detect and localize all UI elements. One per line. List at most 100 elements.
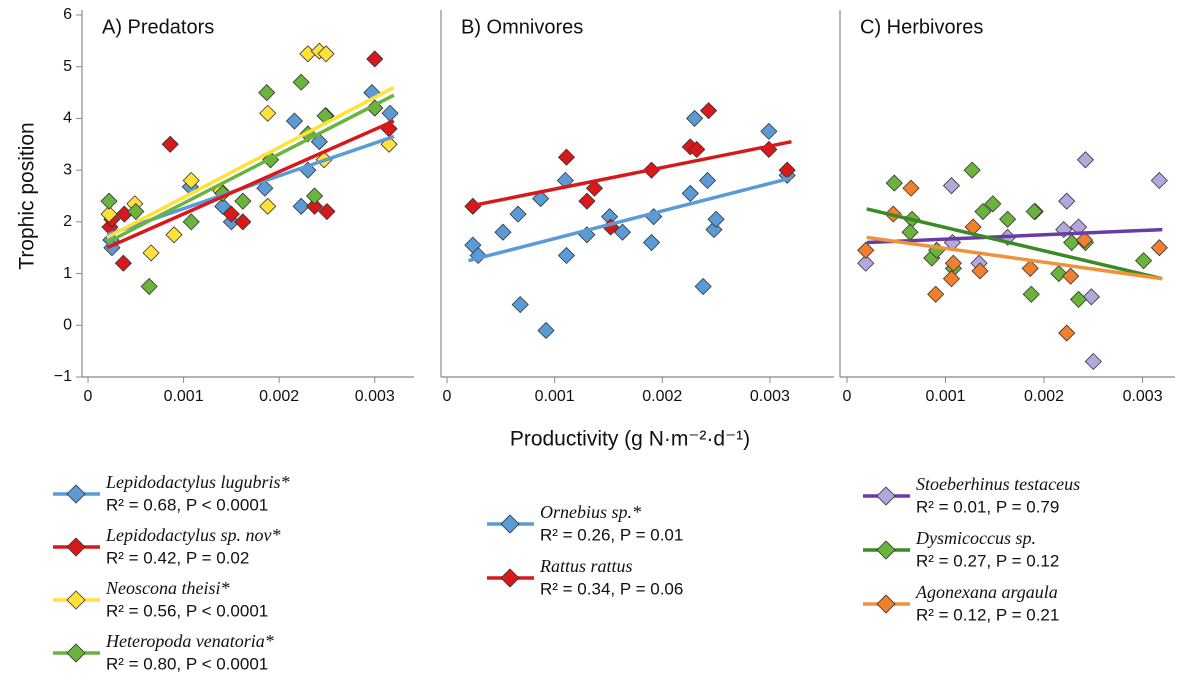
point — [681, 184, 699, 202]
point — [511, 296, 529, 314]
point — [1082, 288, 1100, 306]
point — [1062, 267, 1080, 285]
legend-name: Lepidodactylus lugubris* — [105, 472, 290, 492]
point — [942, 177, 961, 195]
legend-stats: R² = 0.80, P < 0.0001 — [106, 654, 268, 673]
point — [127, 202, 145, 221]
point — [944, 254, 962, 272]
x-tick-label: 0 — [84, 388, 93, 405]
point — [140, 277, 158, 296]
legend-name: Heteropoda venatoria* — [105, 631, 274, 651]
point — [222, 205, 240, 223]
x-tick-label: 0.002 — [1024, 388, 1064, 405]
legend-stats: R² = 0.56, P < 0.0001 — [106, 601, 268, 620]
legend-marker — [500, 568, 520, 588]
legend-marker — [66, 643, 86, 663]
point — [381, 104, 399, 122]
point — [902, 179, 920, 197]
point — [971, 262, 989, 280]
point — [557, 246, 576, 265]
point — [885, 174, 903, 192]
fit-line — [866, 207, 1163, 281]
point — [901, 223, 919, 241]
x-tick-label: 0 — [843, 388, 852, 405]
legend-stats: R² = 0.27, P = 0.12 — [916, 551, 1059, 570]
legend-marker — [66, 484, 86, 504]
legend-name: Rattus rattus — [539, 556, 633, 576]
point — [259, 104, 277, 122]
point — [1025, 202, 1043, 221]
point — [285, 112, 304, 130]
x-tick-label: 0.001 — [164, 388, 204, 405]
point — [317, 45, 335, 63]
point — [642, 233, 661, 252]
legend-marker — [500, 514, 520, 534]
point — [942, 270, 961, 288]
legend-marker — [66, 590, 86, 610]
x-tick-label: 0.001 — [535, 388, 575, 405]
point — [114, 254, 132, 272]
point — [532, 190, 550, 208]
x-tick-label: 0.003 — [355, 388, 395, 405]
point — [310, 133, 328, 151]
point — [857, 254, 875, 272]
legend-name: Neoscona theisi* — [105, 578, 230, 598]
point — [1076, 151, 1095, 169]
legend-name: Lepidodactylus sp. nov* — [105, 525, 280, 545]
legend-name: Ornebius sp.* — [540, 502, 641, 522]
point — [182, 171, 200, 190]
point — [999, 210, 1017, 228]
point — [1058, 324, 1076, 342]
point — [182, 213, 200, 231]
panel-title: A) Predators — [102, 16, 214, 38]
point — [700, 102, 718, 120]
legend-marker — [66, 537, 86, 557]
point — [694, 277, 712, 296]
point — [292, 197, 310, 215]
panel-title: B) Omnivores — [461, 16, 583, 38]
x-tick-label: 0.001 — [926, 388, 966, 405]
point — [165, 226, 183, 244]
point — [494, 223, 512, 241]
legend-name: Dysmicoccus sp. — [915, 528, 1036, 548]
fit-line — [106, 85, 395, 239]
fit-line — [106, 119, 395, 250]
legend-stats: R² = 0.12, P = 0.21 — [916, 605, 1059, 624]
fit-line — [468, 139, 792, 209]
point — [585, 179, 604, 197]
x-tick-label: 0 — [443, 388, 452, 405]
point — [927, 285, 945, 303]
point — [686, 109, 704, 127]
point — [318, 202, 336, 221]
point — [537, 321, 555, 340]
point — [1021, 259, 1039, 277]
legend-stats: R² = 0.26, P = 0.01 — [540, 525, 683, 544]
fit-line — [106, 93, 395, 245]
point — [698, 171, 717, 190]
point — [234, 213, 252, 231]
x-axis-label: Productivity (g N·m⁻²·d⁻¹) — [510, 428, 750, 451]
legend-stats: R² = 0.34, P = 0.06 — [540, 579, 683, 598]
x-tick-label: 0.002 — [642, 388, 682, 405]
point — [1150, 239, 1168, 257]
point — [1084, 352, 1102, 371]
point — [1058, 192, 1076, 210]
y-tick-label: −1 — [54, 368, 72, 385]
x-tick-label: 0.003 — [1123, 388, 1163, 405]
x-tick-label: 0.003 — [750, 388, 790, 405]
point — [142, 244, 160, 262]
legend-marker — [876, 540, 896, 560]
point — [1050, 265, 1068, 283]
y-tick-label: 6 — [63, 6, 72, 23]
point — [100, 192, 118, 210]
point — [963, 161, 981, 179]
point — [760, 122, 778, 140]
point — [1135, 252, 1153, 270]
point — [1150, 171, 1168, 190]
point — [984, 195, 1002, 213]
x-tick-label: 0.002 — [259, 388, 299, 405]
legend-stats: R² = 0.01, P = 0.79 — [916, 497, 1059, 516]
point — [578, 192, 596, 210]
panel-title: C) Herbivores — [860, 16, 983, 38]
